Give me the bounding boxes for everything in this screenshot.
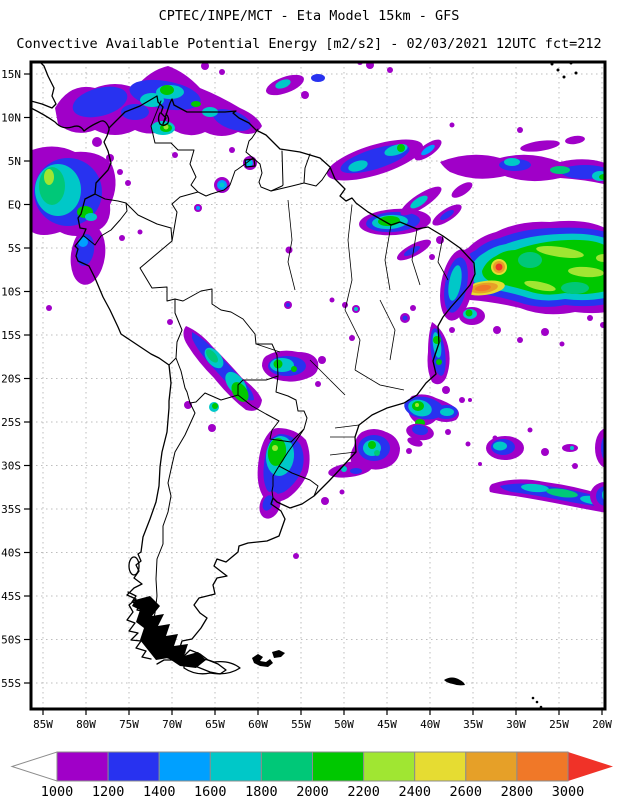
colorbar-box — [363, 751, 416, 782]
patagonia-fjords — [127, 591, 227, 675]
lon-label: 70W — [162, 718, 182, 731]
colorbar-box — [56, 751, 109, 782]
colorbar-box — [209, 751, 262, 782]
map-title: CPTEC/INPE/MCT - Eta Model 15km - GFS — [159, 8, 460, 24]
colorbar-box — [158, 751, 211, 782]
lat-label: 15N — [1, 68, 21, 81]
lon-label: 65W — [205, 718, 225, 731]
cape-region-bolivia-band — [167, 319, 262, 412]
lon-label: 50W — [334, 718, 354, 731]
colorbar-value: 2000 — [296, 784, 329, 800]
cape-region-pacific-colombia — [32, 146, 143, 311]
colorbar-left-arrow — [10, 751, 58, 782]
lon-label: 85W — [33, 718, 53, 731]
colorbar-box — [260, 751, 313, 782]
map-border — [29, 60, 607, 711]
lat-label: EQ — [8, 199, 21, 212]
map-subtitle: Convective Available Potential Energy [m… — [16, 36, 601, 52]
islands — [252, 62, 578, 709]
antilles-island — [574, 71, 578, 75]
lat-label: 5S — [8, 242, 21, 255]
lon-axis: 85W 80W 75W 70W 65W 60W 55W 50W 45W 40W 35W 30W 25W 2… — [33, 709, 612, 731]
cape-shading — [32, 62, 605, 559]
colorbar-value: 1400 — [143, 784, 176, 800]
colorbar-value: 1800 — [245, 784, 278, 800]
lat-label: 25S — [1, 416, 21, 429]
lat-label: 15S — [1, 329, 21, 342]
colorbar: 1000 1200 1400 1600 1800 2000 2200 2400 2600 2800… — [10, 751, 613, 800]
colorbar-value: 3000 — [552, 784, 585, 800]
south-sandwich-island — [535, 700, 539, 704]
cape-region-caribbean — [55, 62, 325, 254]
falkland-islands — [252, 654, 273, 667]
antilles-island — [562, 75, 566, 79]
lat-label: 45S — [1, 590, 21, 603]
lat-label: 20S — [1, 373, 21, 386]
cape-region-se-coast — [328, 322, 533, 495]
colorbar-labels: 1000 1200 1400 1600 1800 2000 2200 2400 2600 2800… — [41, 784, 585, 800]
colorbar-box — [414, 751, 467, 782]
lat-label: 55S — [1, 677, 21, 690]
lat-label: 35S — [1, 503, 21, 516]
state-borders — [255, 199, 449, 456]
lat-axis: 15N 10N 5N EQ 5S 10S 15S 20S 25S 30S 35S 40S 45S 50S 5… — [1, 68, 31, 690]
colorbar-box — [312, 751, 365, 782]
colorbar-value: 2400 — [398, 784, 431, 800]
lat-label: 10N — [1, 112, 21, 125]
cape-region-ne-streaks — [326, 62, 605, 261]
cape-region-parana-blob — [257, 428, 329, 559]
lon-label: 55W — [291, 718, 311, 731]
lon-label: 35W — [463, 718, 483, 731]
country-borders — [83, 100, 331, 661]
colorbar-box — [465, 751, 518, 782]
cape-region-south-atlantic — [445, 428, 605, 513]
lat-label: 40S — [1, 547, 21, 560]
south-georgia-island — [444, 677, 465, 686]
lon-label: 80W — [76, 718, 96, 731]
south-sandwich-island — [531, 696, 535, 700]
lon-label: 25W — [549, 718, 569, 731]
colorbar-boxes — [56, 751, 569, 782]
colorbar-value: 2800 — [501, 784, 534, 800]
colorbar-box — [516, 751, 569, 782]
lat-label: 10S — [1, 286, 21, 299]
lon-label: 30W — [506, 718, 526, 731]
colorbar-value: 1200 — [92, 784, 125, 800]
lat-label: 30S — [1, 460, 21, 473]
lon-label: 45W — [377, 718, 397, 731]
lat-label: 5N — [8, 155, 21, 168]
colorbar-value: 2600 — [450, 784, 483, 800]
colorbar-value: 1000 — [41, 784, 74, 800]
colorbar-box — [107, 751, 160, 782]
falkland-islands-east — [272, 650, 285, 658]
antilles-island — [556, 68, 560, 72]
lat-label: 50S — [1, 634, 21, 647]
colorbar-value: 1600 — [194, 784, 227, 800]
lon-label: 20W — [592, 718, 612, 731]
cape-region-atlantic-blob — [440, 220, 605, 347]
lon-label: 60W — [248, 718, 268, 731]
colorbar-value: 2200 — [347, 784, 380, 800]
lon-label: 40W — [420, 718, 440, 731]
lon-label: 75W — [119, 718, 139, 731]
coastlines — [31, 62, 476, 675]
colorbar-right-arrow — [568, 752, 613, 781]
